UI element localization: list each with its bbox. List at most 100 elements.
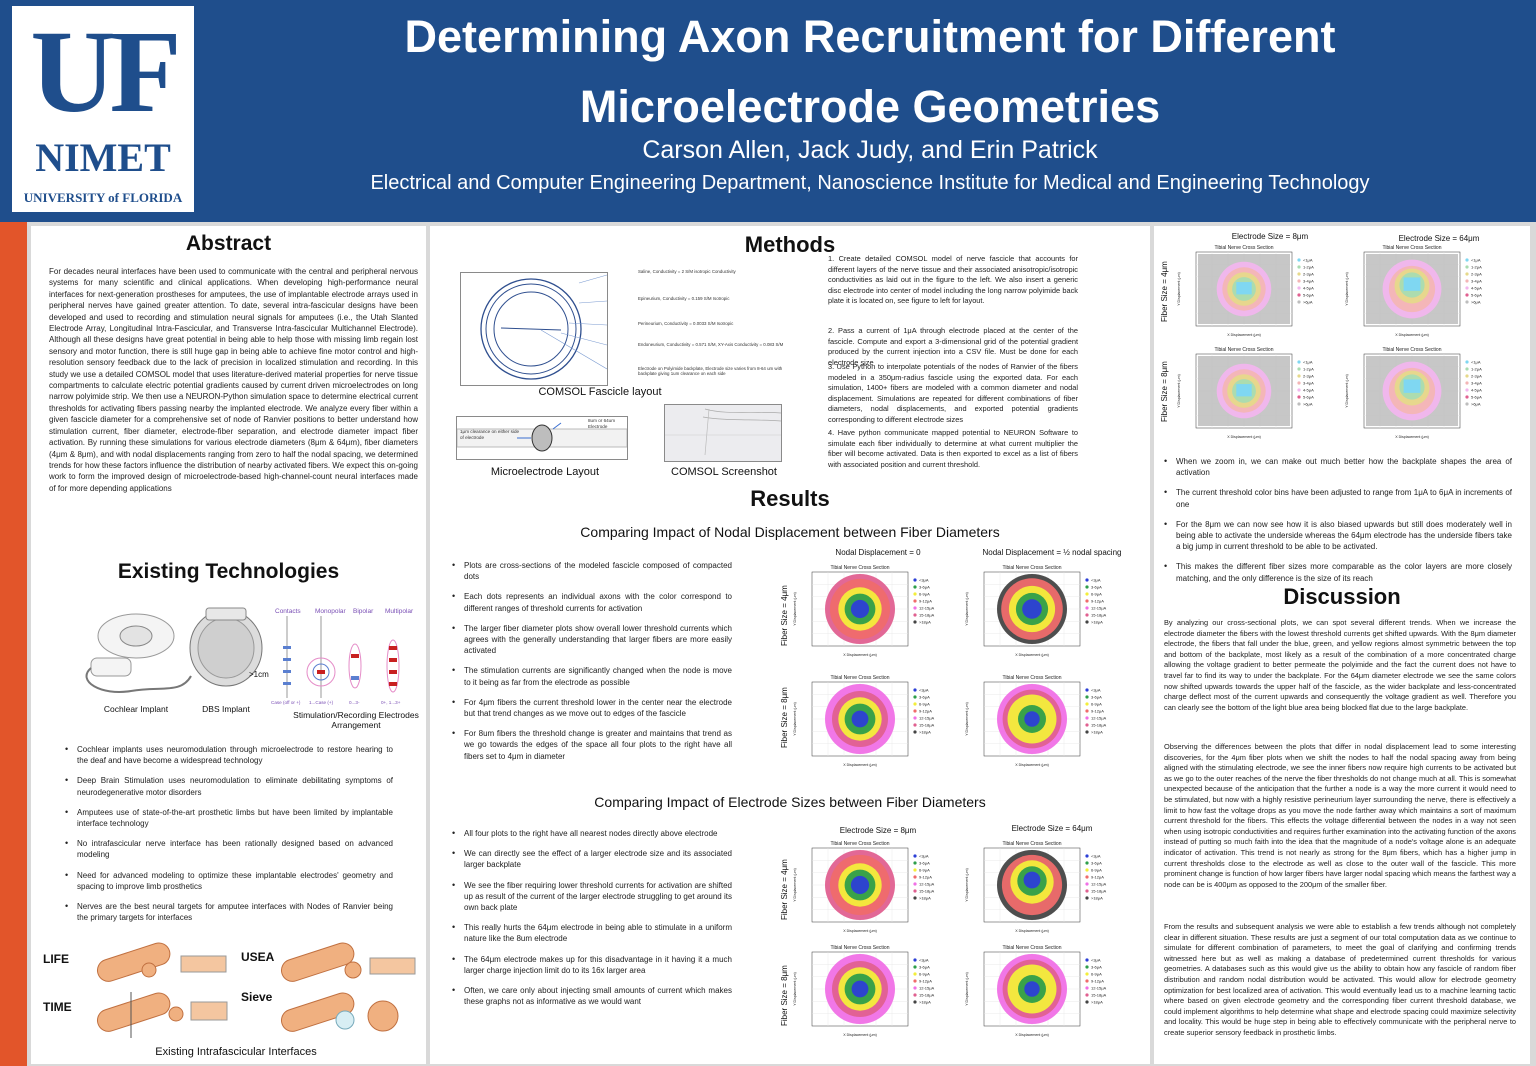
legend-label: 1-2μA <box>1471 265 1482 270</box>
microelectrode-layout-figure <box>456 416 628 460</box>
legend-marker <box>1297 265 1301 269</box>
usea-label: USEA <box>241 950 275 964</box>
legend-label: 3-6μA <box>1091 695 1102 700</box>
legend-label: 12-15μA <box>1091 716 1107 721</box>
legend-label: >18μA <box>1091 1000 1103 1005</box>
legend-marker <box>913 702 917 706</box>
existing-bullets: Cochlear implants uses neuromodulation t… <box>63 744 393 932</box>
electrode-label-clearance: 1μm clearance on either side of electrod… <box>460 429 520 440</box>
legend-marker <box>1085 702 1089 706</box>
legend-label: <3μA <box>919 688 929 693</box>
grid3-col-0: Electrode Size = 8μm <box>1231 232 1309 241</box>
legend-marker <box>913 986 917 990</box>
life-time-images <box>96 942 228 1038</box>
plot-title: Tibial Nerve Cross Section <box>1214 347 1273 353</box>
legend-marker <box>913 875 917 879</box>
legend-marker <box>1085 979 1089 983</box>
legend-label: 6-9μA <box>1091 972 1102 977</box>
zoom-bullet: This makes the different fiber sizes mor… <box>1162 561 1512 583</box>
grid1-row-1: Fiber Size = 8μm <box>780 687 789 748</box>
comsol-screenshot <box>664 404 782 462</box>
fascicle-label-epineurium: Epineurium, Conductivity = 0.159 S/M Iso… <box>638 296 730 301</box>
threshold-region <box>1403 277 1421 291</box>
threshold-region <box>850 875 870 895</box>
legend-label: 9-12μA <box>1091 709 1104 714</box>
abstract-text: For decades neural interfaces have been … <box>49 267 418 493</box>
legend-label: 15-18μA <box>919 889 935 894</box>
grid2-col-0: Electrode Size = 8μm <box>839 826 917 835</box>
legend-label: 6-9μA <box>919 592 930 597</box>
grid1-row-0: Fiber Size = 4μm <box>780 585 789 646</box>
right-column: Electrode Size = 8μm Electrode Size = 64… <box>1154 226 1530 1064</box>
legend-label: 15-18μA <box>919 993 935 998</box>
threshold-region <box>850 599 870 619</box>
legend-label: 12-15μA <box>919 606 935 611</box>
legend-marker <box>913 965 917 969</box>
threshold-region <box>1024 711 1040 727</box>
legend-marker <box>1297 360 1301 364</box>
legend-label: >18μA <box>919 620 931 625</box>
comsol-caption: COMSOL Screenshot <box>671 466 777 478</box>
legend-marker <box>1297 374 1301 378</box>
plot-title: Tibial Nerve Cross Section <box>1214 245 1273 251</box>
legend-marker <box>1297 395 1301 399</box>
cross-section-plot: Tibial Nerve Cross Section X Displacement… <box>1177 347 1314 439</box>
legend-marker <box>913 585 917 589</box>
legend-marker <box>1297 286 1301 290</box>
legend-marker <box>1465 279 1469 283</box>
legend-marker <box>1465 367 1469 371</box>
threshold-region <box>1236 282 1252 295</box>
legend-label: 15-18μA <box>1091 993 1107 998</box>
y-axis-label: Y Displacement (μm) <box>965 868 969 902</box>
results-bullet: Plots are cross-sections of the modeled … <box>450 560 732 582</box>
legend-marker <box>1465 374 1469 378</box>
plot-title: Tibial Nerve Cross Section <box>1002 945 1061 951</box>
x-axis-label: X Displacement (μm) <box>843 763 877 767</box>
legend-marker <box>1297 367 1301 371</box>
scale-label: >1cm <box>249 670 269 679</box>
existing-bullet: Deep Brain Stimulation uses neuromodulat… <box>63 775 393 797</box>
zoom-bullets: When we zoom in, we can make out much be… <box>1162 456 1512 593</box>
legend-label: <3μA <box>919 958 929 963</box>
legend-label: <3μA <box>1091 688 1101 693</box>
electrode-label-size: 8um or 64um Electrode <box>588 418 616 429</box>
time-label: TIME <box>43 1000 72 1014</box>
zoom-bullet: When we zoom in, we can make out much be… <box>1162 456 1512 478</box>
existing-technologies-heading: Existing Technologies <box>117 560 340 583</box>
x-axis-label: X Displacement (μm) <box>1015 763 1049 767</box>
stim-sub-multipolar: 0+, 1...3+ <box>381 700 401 705</box>
fascicle-caption: COMSOL Fascicle layout <box>538 386 662 398</box>
legend-marker <box>1085 730 1089 734</box>
legend-marker <box>913 613 917 617</box>
legend-marker <box>1465 360 1469 364</box>
side-accent-bar <box>0 222 27 1066</box>
y-axis-label: Y Displacement (μm) <box>793 868 797 902</box>
legend-marker <box>1085 709 1089 713</box>
legend-label: 3-6μA <box>1091 585 1102 590</box>
legend-label: 2-3μA <box>1471 374 1482 379</box>
legend-marker <box>913 606 917 610</box>
legend-marker <box>913 688 917 692</box>
results-bullet: This really hurts the 64μm electrode in … <box>450 922 732 944</box>
results-bullets-2: All four plots to the right have all nea… <box>450 828 732 1016</box>
legend-label: 12-15μA <box>1091 986 1107 991</box>
x-axis-label: X Displacement (μm) <box>843 1033 877 1037</box>
zoom-bullet: The current threshold color bins have be… <box>1162 487 1512 509</box>
fascicle-label-endoneurium: Endoneurium, Conductivity = 0.571 S/M, X… <box>638 342 784 347</box>
legend-label: 12-15μA <box>919 716 935 721</box>
legend-label: 6-9μA <box>1091 592 1102 597</box>
results-bullet: All four plots to the right have all nea… <box>450 828 732 839</box>
legend-label: <3μA <box>919 578 929 583</box>
legend-marker <box>1465 388 1469 392</box>
plot-title: Tibial Nerve Cross Section <box>1002 675 1061 681</box>
legend-marker <box>1465 293 1469 297</box>
cochlear-implant-image <box>85 613 192 693</box>
plot-title: Tibial Nerve Cross Section <box>1002 565 1061 571</box>
legend-label: 5-6μA <box>1303 395 1314 400</box>
y-axis-label: Y Displacement (μm) <box>1177 272 1181 306</box>
legend-marker <box>1085 875 1089 879</box>
legend-marker <box>913 979 917 983</box>
existing-bullet: Cochlear implants uses neuromodulation t… <box>63 744 393 766</box>
title-line-1: Determining Axon Recruitment for Differe… <box>404 11 1336 62</box>
legend-marker <box>1297 293 1301 297</box>
